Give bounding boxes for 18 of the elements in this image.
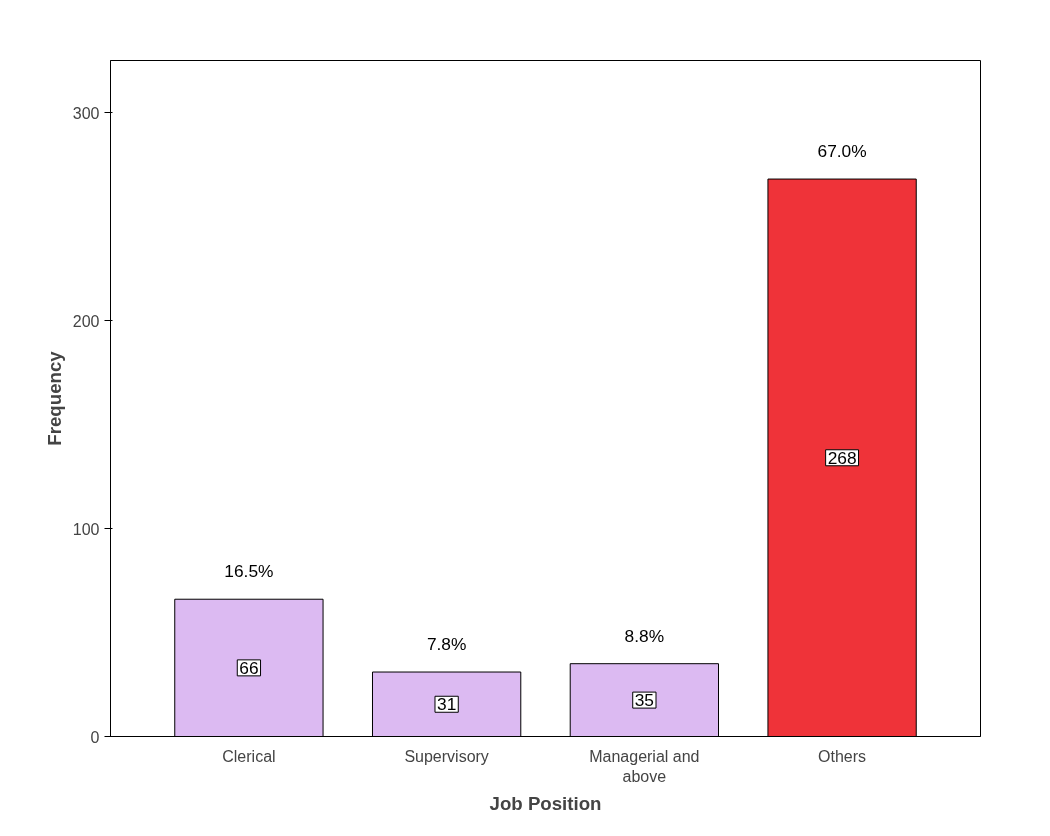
annotation: 67.0% <box>817 141 867 162</box>
x-tick-label: Supervisory <box>404 747 489 765</box>
annotation: 7.8% <box>426 634 467 655</box>
y-tick-label: 100 <box>72 520 100 538</box>
data-label: 35 <box>634 690 655 711</box>
data-label: 31 <box>437 694 457 715</box>
y-tick-label: 0 <box>90 728 100 746</box>
x-tick-label: Managerial and above <box>589 747 700 785</box>
y-axis-title: Frequency <box>43 350 65 446</box>
x-axis-title: Job Position <box>489 792 602 814</box>
x-tick-label: Others <box>818 747 867 765</box>
data-label: 66 <box>239 657 259 678</box>
annotation: 8.8% <box>624 625 665 646</box>
annotation: 16.5% <box>224 561 274 582</box>
y-tick-label: 200 <box>72 312 100 330</box>
data-label: 268 <box>827 447 857 468</box>
x-tick-label: Clerical <box>222 747 276 765</box>
y-tick-label: 300 <box>72 104 100 122</box>
